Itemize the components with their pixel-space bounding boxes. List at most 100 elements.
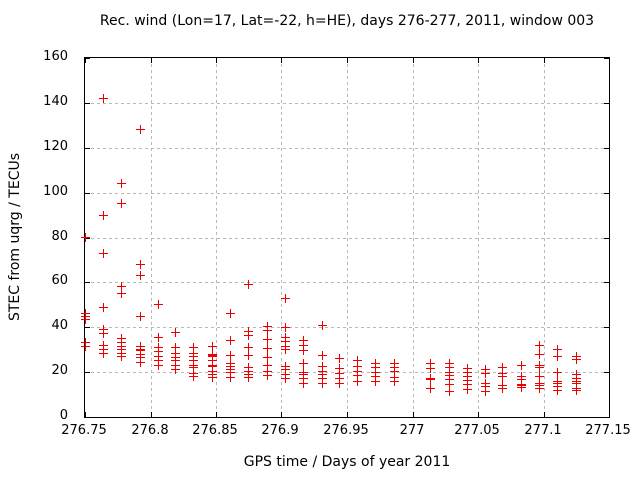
data-point-marker	[334, 378, 344, 388]
data-point-marker	[317, 320, 327, 330]
data-point-marker	[262, 360, 272, 370]
data-point-marker	[135, 271, 145, 281]
data-point-marker	[80, 233, 90, 242]
x-tick-mark-bottom	[413, 412, 414, 417]
data-point-marker	[481, 368, 491, 378]
data-point-marker	[426, 375, 436, 385]
y-tick-label: 100	[43, 184, 68, 199]
data-point-marker	[135, 125, 145, 135]
data-point-marker	[225, 350, 235, 360]
y-tick-mark-right	[604, 103, 609, 104]
data-point-marker	[98, 248, 108, 258]
grid-line-vertical	[478, 58, 479, 417]
data-point-marker	[535, 340, 545, 350]
x-tick-mark-bottom	[85, 412, 86, 417]
y-tick-mark-right	[604, 327, 609, 328]
data-point-marker	[189, 342, 199, 352]
x-tick-mark-top	[478, 58, 479, 63]
y-tick-mark-left	[85, 327, 90, 328]
points-layer	[80, 58, 609, 417]
data-point-marker	[317, 378, 327, 388]
data-point-marker	[535, 372, 545, 382]
data-point-marker	[153, 300, 163, 310]
y-tick-mark-left	[85, 103, 90, 104]
data-point-marker	[244, 342, 254, 352]
x-tick-label: 276.75	[61, 423, 107, 438]
data-point-marker	[352, 356, 362, 366]
data-point-marker	[371, 376, 381, 386]
x-tick-label: 276.95	[323, 423, 369, 438]
data-point-marker	[262, 335, 272, 345]
data-point-marker	[389, 376, 399, 386]
y-tick-mark-left	[85, 417, 90, 418]
data-point-marker	[535, 363, 545, 373]
grid-line-horizontal	[85, 193, 609, 194]
data-point-marker	[280, 345, 290, 355]
data-point-marker	[553, 385, 563, 395]
data-point-marker	[317, 350, 327, 360]
data-point-marker	[80, 341, 90, 351]
data-point-marker	[225, 372, 235, 382]
x-tick-mark-top	[544, 58, 545, 63]
data-point-marker	[553, 345, 563, 355]
y-tick-label: 0	[59, 408, 68, 423]
x-tick-label: 277	[399, 423, 425, 438]
y-tick-mark-right	[604, 372, 609, 373]
data-point-marker	[280, 322, 290, 332]
data-point-marker	[80, 314, 90, 324]
grid-line-vertical	[281, 58, 282, 417]
y-tick-mark-right	[604, 58, 609, 59]
x-tick-mark-top	[609, 58, 610, 63]
y-tick-mark-right	[604, 238, 609, 239]
y-tick-mark-left	[85, 372, 90, 373]
y-tick-label: 60	[51, 273, 68, 288]
data-point-marker	[334, 354, 344, 364]
data-point-marker	[299, 346, 309, 356]
data-point-marker	[389, 366, 399, 376]
data-point-marker	[553, 367, 563, 377]
data-point-marker	[117, 199, 127, 209]
data-point-marker	[98, 93, 108, 103]
x-tick-mark-top	[413, 58, 414, 63]
data-point-marker	[553, 351, 563, 361]
x-tick-mark-top	[216, 58, 217, 63]
data-point-marker	[426, 358, 436, 368]
y-tick-mark-left	[85, 193, 90, 194]
data-point-marker	[225, 367, 235, 377]
data-point-marker	[98, 348, 108, 358]
grid-line-horizontal	[85, 103, 609, 104]
data-point-marker	[98, 329, 108, 339]
data-point-marker	[207, 341, 217, 351]
data-point-marker	[516, 360, 526, 370]
grid-line-horizontal	[85, 148, 609, 149]
data-point-marker	[426, 364, 436, 374]
data-point-marker	[262, 325, 272, 335]
data-point-marker	[244, 330, 254, 340]
x-tick-mark-bottom	[609, 412, 610, 417]
data-point-marker	[498, 384, 508, 394]
data-point-marker	[225, 309, 235, 319]
grid-line-vertical	[544, 58, 545, 417]
data-point-marker	[170, 342, 180, 352]
data-point-marker	[225, 336, 235, 346]
y-tick-mark-left	[85, 148, 90, 149]
data-point-marker	[117, 289, 127, 299]
data-point-marker	[117, 179, 127, 189]
data-point-marker	[207, 372, 217, 382]
plot-area	[80, 57, 610, 418]
x-tick-mark-top	[347, 58, 348, 63]
data-point-marker	[98, 302, 108, 312]
data-point-marker	[170, 328, 180, 338]
x-tick-label: 277.1	[524, 423, 562, 438]
y-tick-label: 120	[43, 139, 68, 154]
data-point-marker	[153, 332, 163, 342]
data-point-marker	[571, 378, 581, 388]
grid-line-horizontal	[85, 372, 609, 373]
y-tick-label: 160	[43, 49, 68, 64]
data-point-marker	[262, 370, 272, 380]
x-tick-mark-bottom	[544, 412, 545, 417]
x-tick-mark-bottom	[151, 412, 152, 417]
x-axis-label: GPS time / Days of year 2011	[243, 454, 451, 470]
data-point-marker	[352, 376, 362, 386]
